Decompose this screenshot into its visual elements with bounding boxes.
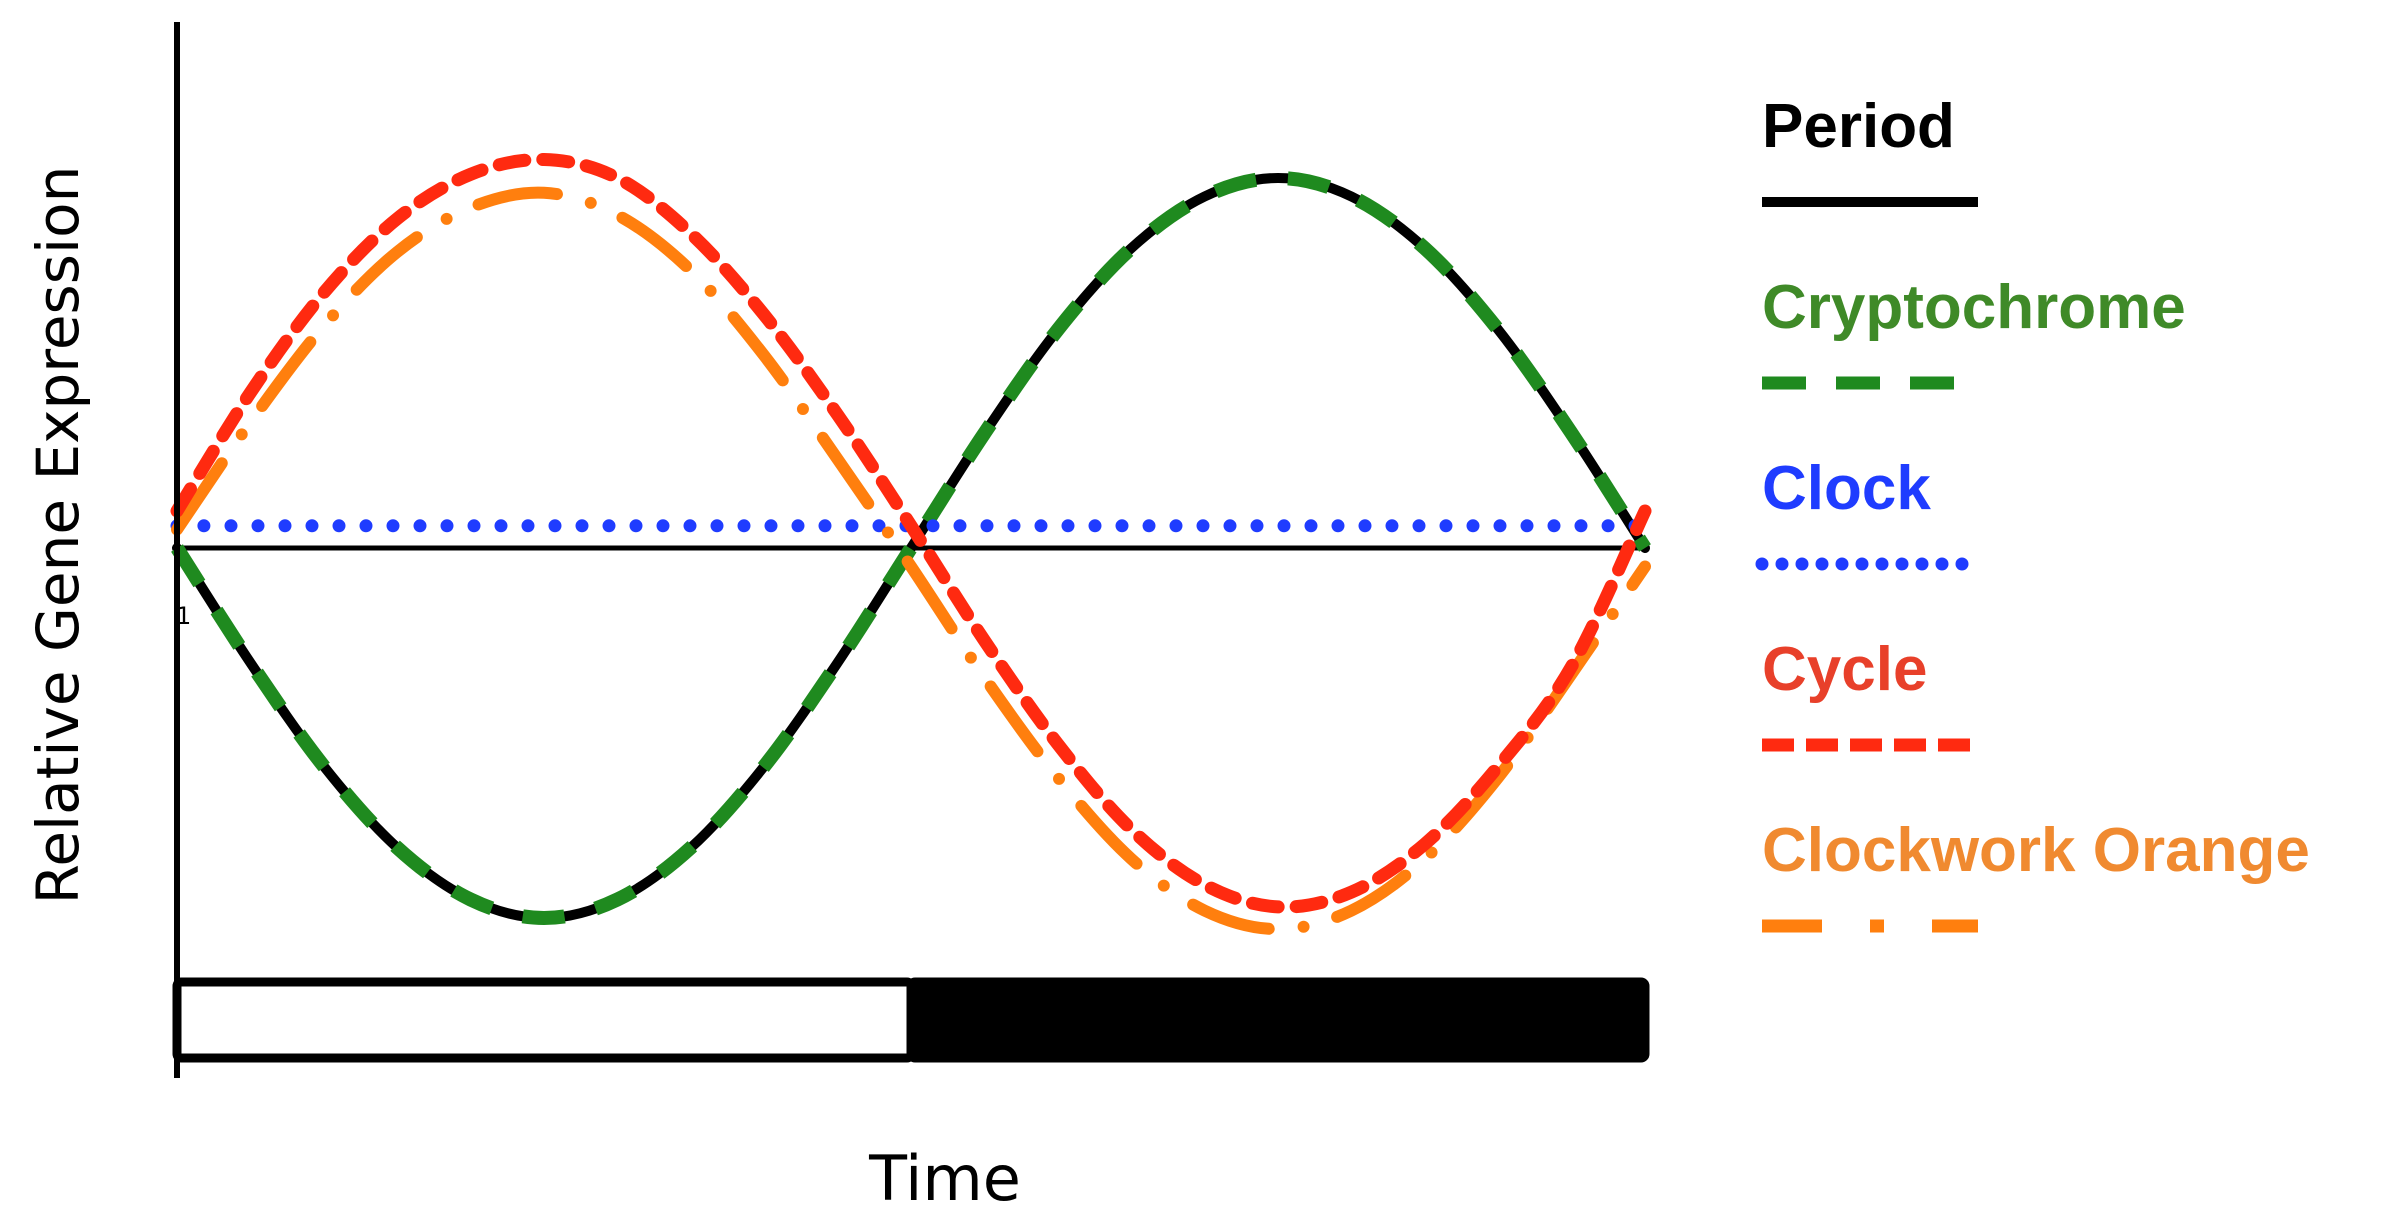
legend-label-cycle: Cycle (1762, 635, 1927, 704)
series-line-cycle (170, 152, 1652, 914)
legend-label-period: Period (1762, 92, 1955, 161)
bar-segment-light (172, 977, 916, 1063)
x-axis-label: Time (868, 1142, 1021, 1215)
light-dark-bar (172, 977, 1650, 1063)
bar-segment-dark (906, 977, 1650, 1063)
series-line-clockwork-orange (171, 186, 1651, 936)
legend-label-clock: Clock (1762, 454, 1931, 523)
series-lines (170, 152, 1652, 936)
legend-label-cryptochrome: Cryptochrome (1762, 273, 2186, 342)
y-axis-label: Relative Gene Expression (24, 166, 92, 905)
legend-label-clockwork-orange: Clockwork Orange (1762, 816, 2310, 885)
legend: Period Cryptochrome Clock Cycle Clockwork Or… (1755, 92, 2310, 933)
series-line-cryptochrome (171, 171, 1651, 925)
